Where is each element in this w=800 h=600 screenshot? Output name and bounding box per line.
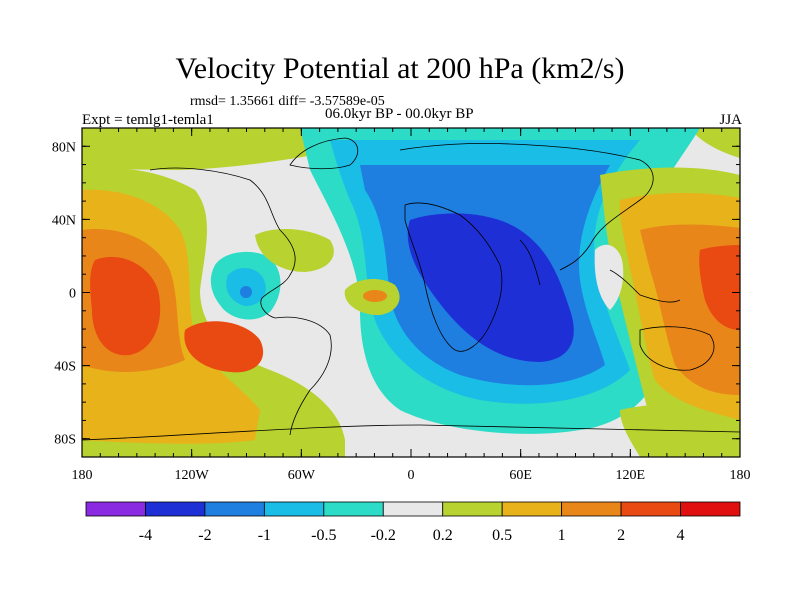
colorbar: [85, 501, 741, 517]
colorbar-labels: -4 -2 -1 -0.5 -0.2 0.2 0.5 1 2 4: [139, 527, 685, 544]
longitude-tick-label: 60E: [509, 468, 532, 483]
colorbar-swatch: [561, 501, 622, 517]
colorbar-swatch: [145, 501, 206, 517]
colorbar-label: 0.2: [433, 527, 453, 544]
latitude-axis: 80N 40N 0 40S 80S: [52, 140, 76, 447]
colorbar-label: -4: [139, 527, 152, 544]
colorbar-label: 2: [617, 527, 625, 544]
longitude-axis: 180 120W 60W 0 60E 120E 180: [72, 468, 751, 483]
longitude-tick-label: 120W: [175, 468, 210, 483]
colorbar-label: 0.5: [492, 527, 512, 544]
colorbar-swatch: [501, 501, 563, 517]
longitude-tick-label: 180: [72, 468, 93, 483]
contour-fill: [82, 128, 740, 457]
longitude-tick-label: 120E: [616, 468, 646, 483]
season-label: JJA: [719, 112, 742, 128]
colorbar-label: -0.5: [311, 527, 336, 544]
time-period-label: 06.0kyr BP - 00.0kyr BP: [325, 106, 474, 122]
latitude-tick-label: 80N: [52, 140, 76, 155]
colorbar-swatch: [85, 501, 146, 517]
experiment-label: Expt = temlg1-temla1: [82, 112, 214, 128]
colorbar-label: 1: [558, 527, 566, 544]
colorbar-label: 4: [677, 527, 685, 544]
colorbar-label: -2: [198, 527, 211, 544]
colorbar-swatch: [382, 501, 444, 517]
rmsd-diff-stats: rmsd= 1.35661 diff= -3.57589e-05: [190, 94, 385, 109]
longitude-tick-label: 0: [408, 468, 415, 483]
colorbar-swatch: [204, 501, 265, 517]
axis-ticks: [81, 128, 741, 457]
colorbar-label: -1: [258, 527, 271, 544]
latitude-tick-label: 40S: [54, 360, 76, 375]
latitude-tick-label: 80S: [54, 433, 76, 448]
colorbar-swatch: [263, 501, 325, 517]
colorbar-label: -0.2: [371, 527, 396, 544]
latitude-tick-label: 0: [69, 287, 76, 302]
longitude-tick-label: 60W: [288, 468, 316, 483]
colorbar-swatch: [680, 501, 741, 517]
colorbar-swatch: [323, 501, 384, 517]
colorbar-swatch: [620, 501, 681, 517]
colorbar-swatch: [442, 501, 503, 517]
map-title: Velocity Potential at 200 hPa (km2/s): [175, 52, 625, 85]
latitude-tick-label: 40N: [52, 213, 76, 228]
longitude-tick-label: 180: [730, 468, 751, 483]
